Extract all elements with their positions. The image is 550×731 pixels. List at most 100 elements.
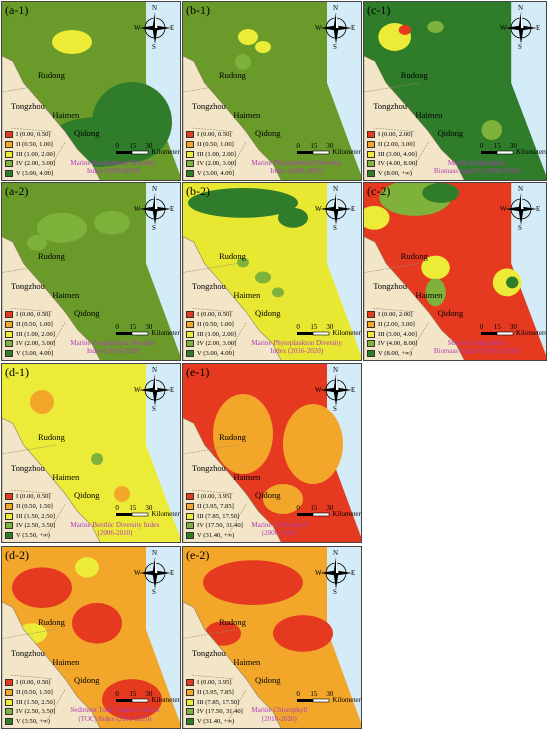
legend-label: I (0.00, 0.50] (197, 311, 232, 319)
legend-item: IV (2.00, 3.00] (5, 159, 55, 169)
legend-swatch (186, 140, 194, 148)
legend: I (0.00, 0.50] II (0.50, 1.00] III (1.00, … (5, 130, 55, 178)
legend-label: III (7.85, 17.50] (197, 512, 240, 520)
county-boundary (364, 263, 420, 273)
scale-tick: 0 (296, 322, 300, 331)
compass-s-label: S (152, 43, 156, 51)
legend-item: II (3.95, 7.85] (186, 688, 243, 698)
legend-swatch (5, 512, 13, 520)
legend: I (0.00, 0.50] II (0.50, 1.00] III (1.00, … (186, 130, 236, 178)
zone-patch (255, 41, 271, 53)
scale-tick: 15 (310, 142, 318, 151)
map-canvas (364, 183, 546, 360)
legend-label: III (1.50, 2.50] (16, 512, 56, 520)
scale-tick: 0 (115, 142, 119, 151)
map-panel-b-1: (b-1) Rudong Tongzhou Haimen Qidong N S E W I (0.… (182, 1, 362, 181)
land (183, 55, 282, 180)
legend-item: II (2.00, 3.00] (367, 320, 417, 330)
land (183, 601, 282, 728)
legend-label: II (3.95, 7.85] (197, 502, 234, 510)
legend-item: III (7.85, 17.50] (186, 697, 243, 707)
compass-s-label: S (152, 588, 156, 596)
legend-swatch (186, 493, 194, 501)
legend-swatch (5, 311, 13, 319)
zone-patch (272, 287, 284, 298)
map-title-line: Marine Phytoplankton Diversity (251, 338, 342, 347)
legend-item: II (0.50, 1.00] (186, 140, 236, 150)
compass-n-label: N (518, 185, 524, 193)
map-canvas (183, 547, 361, 728)
zone-patch (30, 390, 54, 414)
place-tongzhou: Tongzhou (192, 463, 226, 473)
legend-swatch (5, 160, 13, 168)
county-boundary (10, 308, 53, 313)
zone-patch (283, 404, 343, 484)
legend-label: I (0.00, 2.00] (378, 131, 413, 139)
legend-label: IV (4.00, 8.00] (378, 160, 418, 168)
legend-item: II (0.50, 1.00] (5, 140, 55, 150)
place-haimen: Haimen (52, 656, 80, 667)
map-panel-a-1: (a-1) Rudong Tongzhou Haimen Qidong N S E W I (0.… (1, 1, 181, 181)
county-boundary (2, 263, 57, 273)
place-rudong: Rudong (38, 616, 65, 627)
legend-label: III (3.00, 4.00] (378, 150, 418, 158)
legend-swatch (5, 493, 13, 501)
zone-patch (263, 484, 303, 514)
scale-tick: 15 (129, 322, 137, 331)
place-rudong: Rudong (219, 70, 246, 81)
compass-w-label: W (315, 386, 322, 394)
place-rudong: Rudong (38, 70, 65, 81)
legend-item: II (2.00, 3.00] (367, 140, 417, 150)
zone-patch (114, 486, 130, 502)
legend-label: II (0.50, 1.00] (197, 140, 234, 148)
map-canvas (183, 364, 361, 542)
compass-w-label: W (315, 569, 322, 577)
legend: I (0.00, 3.95] II (3.95, 7.85] III (7.85, … (186, 678, 243, 726)
legend-swatch (5, 320, 13, 328)
compass-e-label: E (351, 386, 356, 394)
map-canvas (2, 183, 180, 360)
study-area-fill (364, 2, 546, 180)
panel-label: (a-1) (5, 3, 29, 17)
legend-item: IV (17.50, 31.40] (186, 521, 243, 531)
legend-swatch (367, 140, 375, 148)
legend-swatch (5, 688, 13, 696)
compass-w-label: W (315, 205, 322, 213)
legend-label: III (1.00, 2.00] (197, 150, 237, 158)
scale-tick: 0 (296, 504, 300, 513)
legend-swatch (186, 160, 194, 168)
legend-swatch (186, 708, 194, 716)
map-canvas (2, 364, 180, 542)
legend-item: V (3.00, 4.00] (5, 168, 55, 178)
compass-n-label: N (152, 185, 158, 193)
legend-item: I (0.00, 3.95] (186, 492, 243, 502)
map-canvas (183, 2, 361, 180)
place-qidong: Qidong (74, 490, 100, 500)
compass-w-label: W (500, 24, 507, 32)
legend-item: V (3.00, 4.00] (186, 168, 236, 178)
legend-swatch (367, 160, 375, 168)
place-tongzhou: Tongzhou (11, 101, 45, 111)
place-qidong: Qidong (74, 675, 100, 686)
map-title-line: Biomass (mg/m³) (2016-2020) (433, 347, 520, 356)
place-rudong: Rudong (219, 432, 246, 443)
land (364, 55, 465, 180)
legend-swatch (5, 717, 13, 725)
compass-icon: N S E W (134, 185, 176, 233)
place-tongzhou: Tongzhou (192, 647, 226, 658)
scale-tick: 0 (479, 322, 484, 331)
legend-swatch (367, 131, 375, 139)
compass-icon: N S E W (500, 185, 542, 233)
legend-swatch (186, 531, 194, 539)
map-title-line: (2006-2010) (97, 529, 133, 538)
legend-label: I (0.00, 0.50] (16, 493, 51, 501)
legend-swatch (186, 150, 194, 158)
legend-item: IV (4.00, 8.00] (367, 339, 417, 349)
legend-item: II (3.95, 7.85] (186, 502, 243, 512)
legend-item: I (0.00, 0.50] (5, 492, 55, 502)
legend-swatch (367, 169, 375, 177)
study-area-fill (364, 183, 546, 360)
legend-swatch (5, 140, 13, 148)
compass-w-label: W (134, 569, 141, 577)
county-boundary (2, 82, 57, 93)
